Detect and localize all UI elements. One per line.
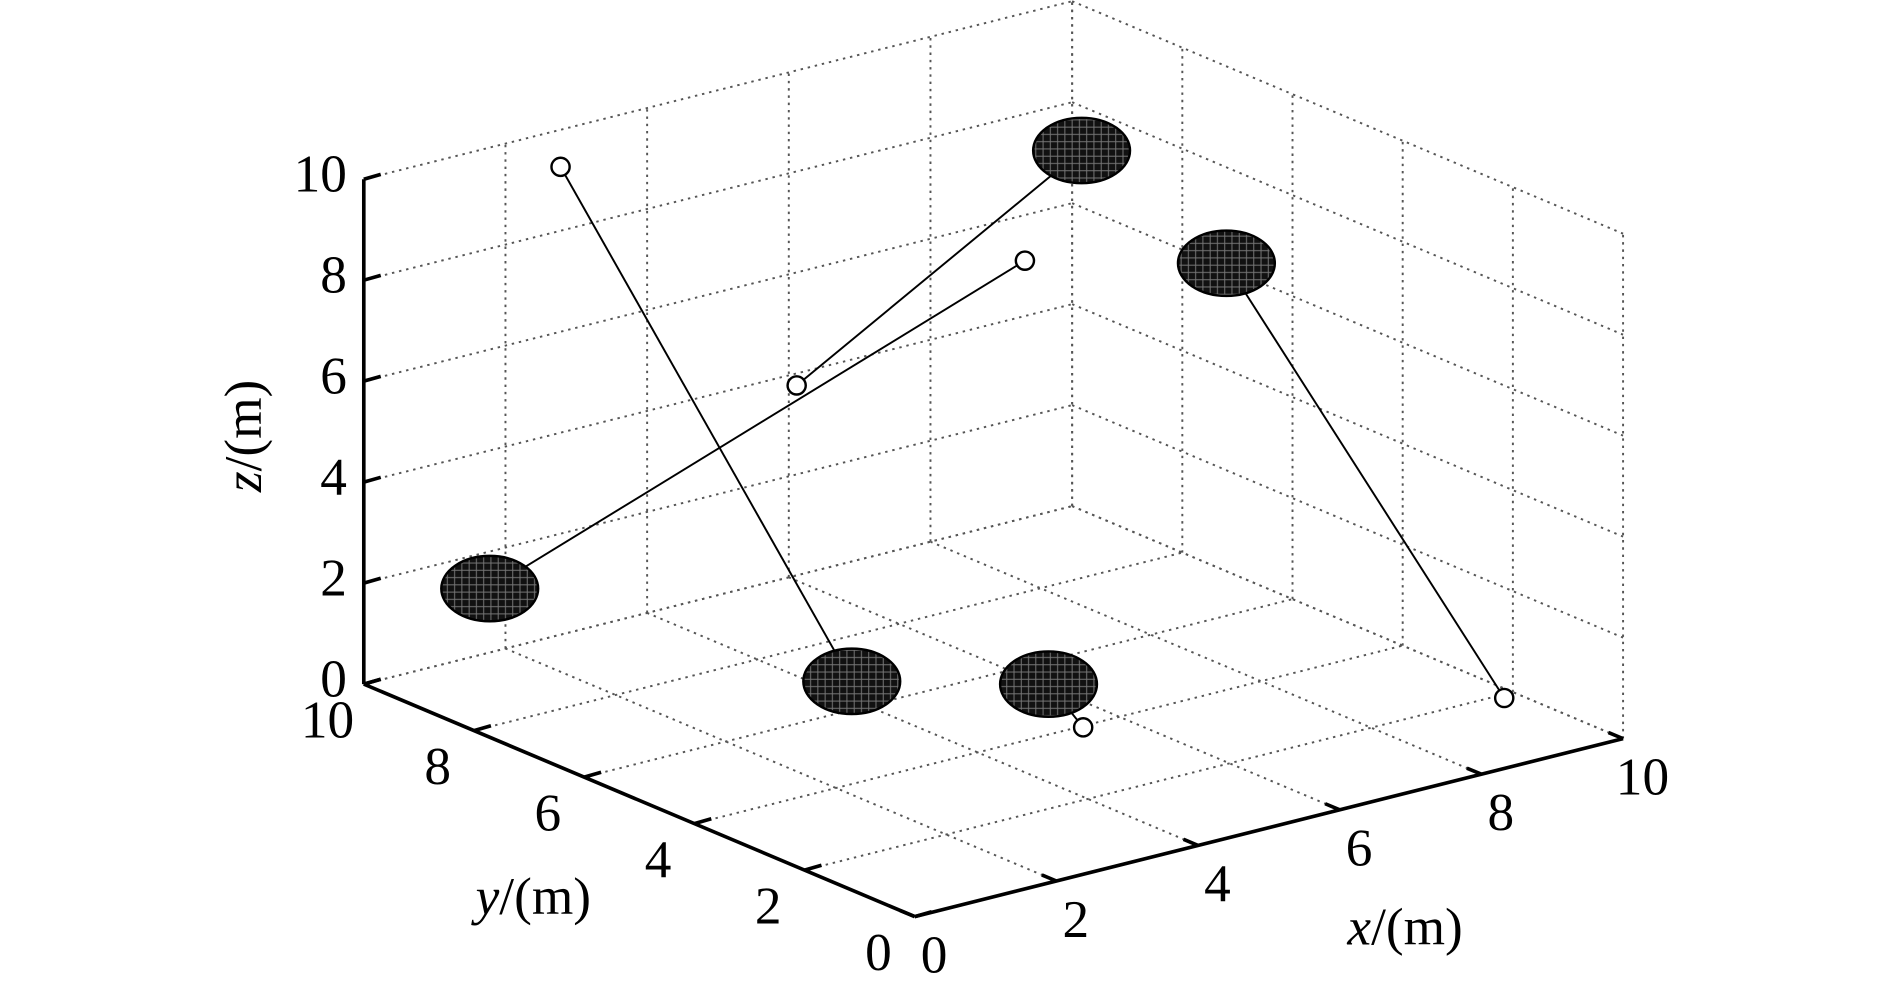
x-tick-label: 0 [921,925,948,984]
target-ellipsoid [440,554,540,623]
start-marker [1493,687,1515,709]
z-tick-label: 8 [320,245,347,304]
grid-line [363,505,1073,686]
start-marker [1072,717,1094,738]
start-marker [1014,250,1036,271]
grid-line [363,0,1073,181]
grid-line [1071,404,1624,639]
target-ellipsoid [1176,229,1277,298]
grid [362,0,1625,918]
trajectory [559,166,853,682]
grid-line [646,612,1199,847]
trajectory [1225,262,1506,699]
grid-line [1071,0,1624,235]
target-ellipsoid [1031,116,1132,185]
grid-line [473,551,1183,732]
grid-line [583,598,1293,779]
grid-line [1071,202,1624,437]
z-tick-label: 0 [320,649,347,708]
x-tick-label: 10 [1616,747,1669,806]
target-ellipsoid [802,647,902,716]
grid-line [505,647,1057,882]
grid-line [694,644,1403,825]
x-tick-label: 8 [1487,783,1514,842]
y-tick-label: 2 [755,876,782,935]
grid-line [804,691,1514,872]
x-tick-label: 4 [1204,854,1231,913]
z-tick [363,576,382,585]
grid-line [363,303,1073,484]
x-tick-label: 2 [1062,890,1089,949]
grid-line [1071,303,1624,538]
x-tick [1041,873,1058,883]
start-marker [786,375,807,396]
grid-line [363,202,1073,383]
z-tick [363,172,382,181]
y-tick [693,817,712,826]
trajectory [796,149,1083,387]
y-tick-label: 0 [865,923,892,982]
y-tick-label: 4 [645,830,672,889]
z-tick-label: 6 [320,346,347,405]
y-tick [363,677,382,686]
grid-line [1071,505,1624,740]
y-axis [363,682,916,919]
x-tick [1182,837,1199,848]
plot-area [440,116,1515,738]
y-tick [473,724,492,733]
start-marker [550,156,571,178]
y-tick-label: 10 [301,691,354,750]
y-tick-label: 8 [424,737,451,796]
y-axis-label: y/(m) [471,867,591,926]
z-tick [363,273,382,282]
z-tick [363,374,382,383]
target-ellipsoid [998,650,1099,719]
x-tick [1324,802,1341,812]
trajectory [489,259,1026,590]
z-tick [363,475,382,484]
grid-line [363,101,1073,282]
z-axis-label: z/(m) [214,380,273,493]
grid-line [363,404,1073,585]
x-tick-label: 6 [1346,819,1373,878]
z-tick-label: 4 [320,447,347,506]
grid-line [1071,101,1624,336]
grid-line [930,540,1482,776]
y-tick [583,770,602,779]
x-tick [1607,730,1624,741]
y-tick [804,863,822,872]
y-tick-label: 6 [535,784,562,843]
y-tick [914,910,933,919]
z-tick-label: 10 [294,144,347,203]
x-tick [1466,766,1483,776]
x-axis [914,736,1624,919]
z-tick-label: 2 [320,548,347,607]
x-axis-label: x/(m) [1346,898,1462,957]
x-tick [899,908,916,919]
